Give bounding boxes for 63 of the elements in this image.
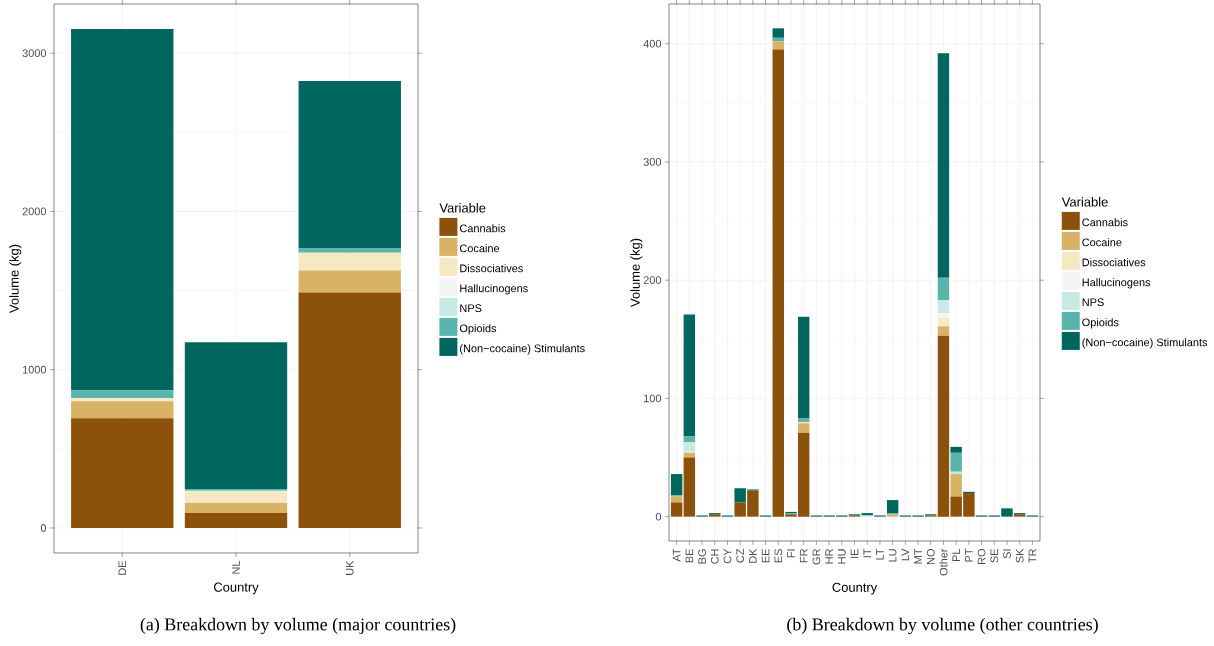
x-tick-label: RO <box>977 549 986 565</box>
x-tick-label: ES <box>774 549 783 563</box>
x-tick-label: SE <box>990 548 999 563</box>
legend-label: Cocaine <box>459 244 500 253</box>
y-axis-title: Volume (kg) <box>630 238 643 307</box>
legend-title: Variable <box>1061 197 1108 207</box>
x-tick-label: CH <box>710 549 719 564</box>
y-tick-label: 0 <box>655 512 662 521</box>
legend-label: Hallucinogens <box>460 284 528 295</box>
x-tick-label: MT <box>914 548 922 564</box>
x-tick-label: CZ <box>736 548 745 563</box>
x-tick-label: NL <box>232 560 240 574</box>
legend-label: NPS <box>1082 298 1104 307</box>
legend-label: Cannabis <box>1082 218 1128 227</box>
y-tick-label: 2000 <box>22 207 47 216</box>
legend-label: Opioids <box>1082 318 1119 329</box>
x-tick-label: IT <box>863 548 871 558</box>
legend-label: (Non−cocaine) Stimulants <box>460 344 585 355</box>
x-tick-label: LT <box>876 548 884 560</box>
y-tick-label: 0 <box>40 524 47 532</box>
x-tick-label: IE <box>850 548 859 558</box>
x-tick-label: NO <box>926 549 935 565</box>
legend-label: Dissociatives <box>1082 258 1146 267</box>
legend-label: Cocaine <box>1082 238 1122 247</box>
x-tick-label: GR <box>812 549 821 565</box>
x-tick-label: PT <box>965 548 973 562</box>
x-tick-label: EE <box>761 548 770 563</box>
legend-label: Hallucinogens <box>1082 278 1151 289</box>
x-tick-label: HU <box>837 549 846 564</box>
x-tick-label: AT <box>672 548 681 562</box>
x-tick-label: SI <box>1003 549 1011 559</box>
x-axis-title: Country <box>213 582 259 595</box>
x-tick-label: BE <box>685 548 694 563</box>
legend-label: (Non−cocaine) Stimulants <box>1082 338 1208 349</box>
y-tick-label: 400 <box>643 39 662 48</box>
legend-label: Cannabis <box>459 224 506 233</box>
text: (b) Breakdown by volume (other countries) <box>787 617 1098 635</box>
x-tick-label: FR <box>799 549 808 563</box>
legend-label: Opioids <box>459 324 497 335</box>
text: (a) Breakdown by volume (major countries) <box>140 617 456 635</box>
x-tick-label: PL <box>952 548 960 561</box>
x-tick-label: BG <box>698 549 706 564</box>
y-tick-label: 1000 <box>22 365 47 374</box>
y-tick-label: 3000 <box>22 49 47 58</box>
y-tick-label: 100 <box>644 394 662 403</box>
x-tick-label: DE <box>118 560 127 575</box>
y-axis-title: Volume (kg) <box>9 244 22 313</box>
x-tick-label: FI <box>787 549 795 558</box>
legend-label: Dissociatives <box>460 264 523 273</box>
x-tick-label: LU <box>888 549 897 562</box>
legend-title: Variable <box>439 203 486 213</box>
x-tick-label: DK <box>749 548 757 563</box>
x-tick-label: UK <box>345 560 354 575</box>
x-tick-label: TR <box>1028 549 1037 563</box>
x-tick-label: SK <box>1015 548 1024 563</box>
x-tick-label: CY <box>723 548 732 564</box>
x-tick-label: Other <box>939 548 948 576</box>
x-axis-title: Country <box>832 582 878 595</box>
x-tick-label: HR <box>825 549 833 564</box>
legend-label: NPS <box>460 304 482 313</box>
y-tick-label: 200 <box>643 276 662 285</box>
y-tick-label: 300 <box>643 158 662 166</box>
x-tick-label: LV <box>901 548 910 561</box>
